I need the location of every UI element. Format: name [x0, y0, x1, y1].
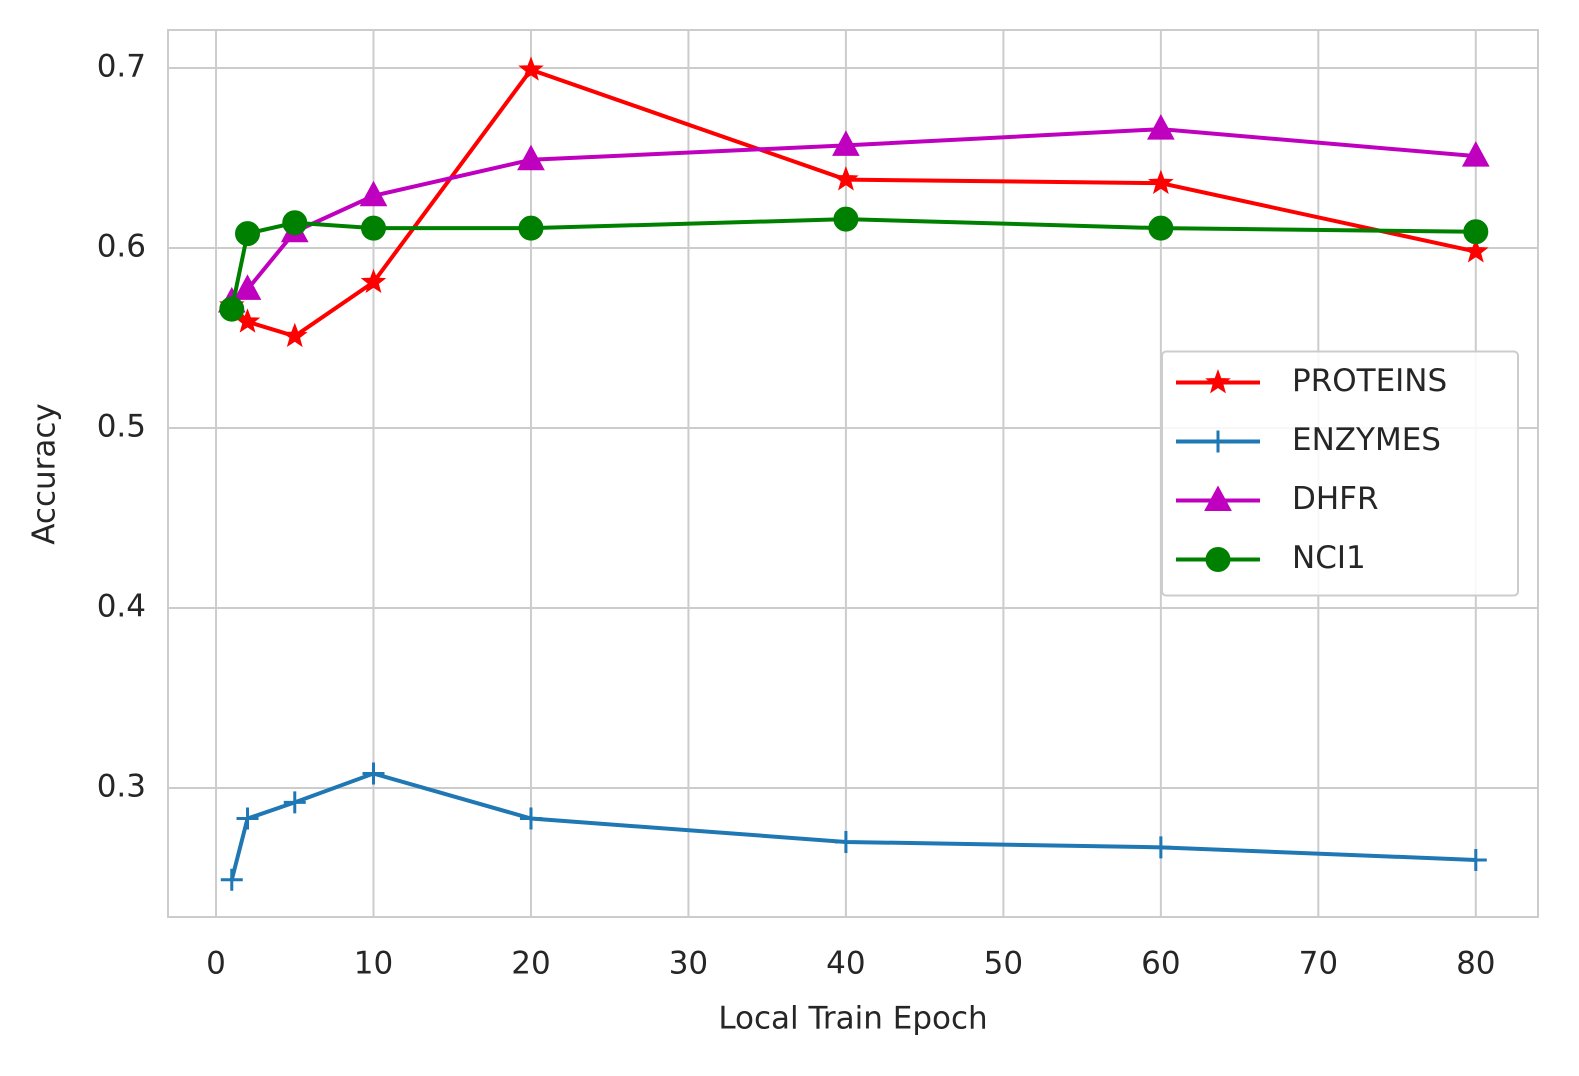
marker: [519, 807, 542, 830]
legend-marker: [1204, 485, 1232, 511]
x-tick-label: 40: [826, 946, 865, 982]
marker: [1461, 141, 1490, 167]
marker: [233, 274, 262, 300]
marker: [359, 180, 388, 207]
series-line: [230, 67, 1477, 339]
series-line: [229, 771, 1476, 881]
marker: [360, 268, 387, 294]
marker: [518, 215, 544, 241]
marker: [235, 221, 261, 247]
series-line: [230, 127, 1476, 304]
marker: [833, 206, 859, 232]
x-tick-label: 50: [984, 946, 1023, 982]
marker: [282, 322, 308, 348]
marker: [283, 791, 306, 814]
marker: [1463, 238, 1489, 263]
x-tick-label: 0: [206, 946, 226, 982]
marker: [220, 868, 243, 891]
marker: [832, 130, 860, 156]
marker: [518, 56, 544, 81]
y-axis-label: Accuracy: [27, 403, 63, 545]
marker: [517, 144, 545, 171]
marker: [1149, 836, 1172, 859]
marker: [1148, 215, 1174, 241]
y-tick-label: 0.3: [97, 768, 146, 804]
marker: [282, 210, 308, 236]
x-tick-label: 30: [669, 946, 708, 982]
marker: [219, 296, 245, 322]
x-tick-label: 80: [1456, 946, 1495, 982]
legend-marker: [1205, 369, 1231, 394]
marker: [834, 830, 857, 853]
y-tick-label: 0.4: [97, 588, 146, 624]
plot-frame: [167, 29, 1539, 918]
series-line: [229, 217, 1476, 310]
marker: [361, 215, 386, 241]
y-tick-label: 0.6: [97, 228, 146, 264]
legend-label: DHFR: [1292, 481, 1379, 517]
legend-marker: [1205, 547, 1231, 572]
legend-label: ENZYMES: [1292, 422, 1441, 458]
legend-label: PROTEINS: [1292, 363, 1447, 399]
legend-label: NCI1: [1292, 540, 1366, 576]
legend-box: [1161, 350, 1519, 597]
legend-marker: [1207, 430, 1229, 453]
marker: [362, 762, 385, 785]
x-tick-label: 10: [354, 946, 393, 982]
marker: [1464, 848, 1487, 871]
marker: [833, 166, 859, 191]
x-tick-label: 60: [1141, 946, 1180, 982]
marker: [236, 807, 259, 830]
marker: [1463, 219, 1489, 245]
marker: [1148, 169, 1174, 195]
y-tick-label: 0.5: [97, 408, 146, 444]
y-tick-label: 0.7: [97, 48, 146, 84]
x-tick-label: 20: [511, 946, 550, 982]
marker: [1147, 114, 1175, 140]
x-tick-label: 70: [1299, 946, 1338, 982]
x-axis-label: Local Train Epoch: [718, 1001, 987, 1037]
